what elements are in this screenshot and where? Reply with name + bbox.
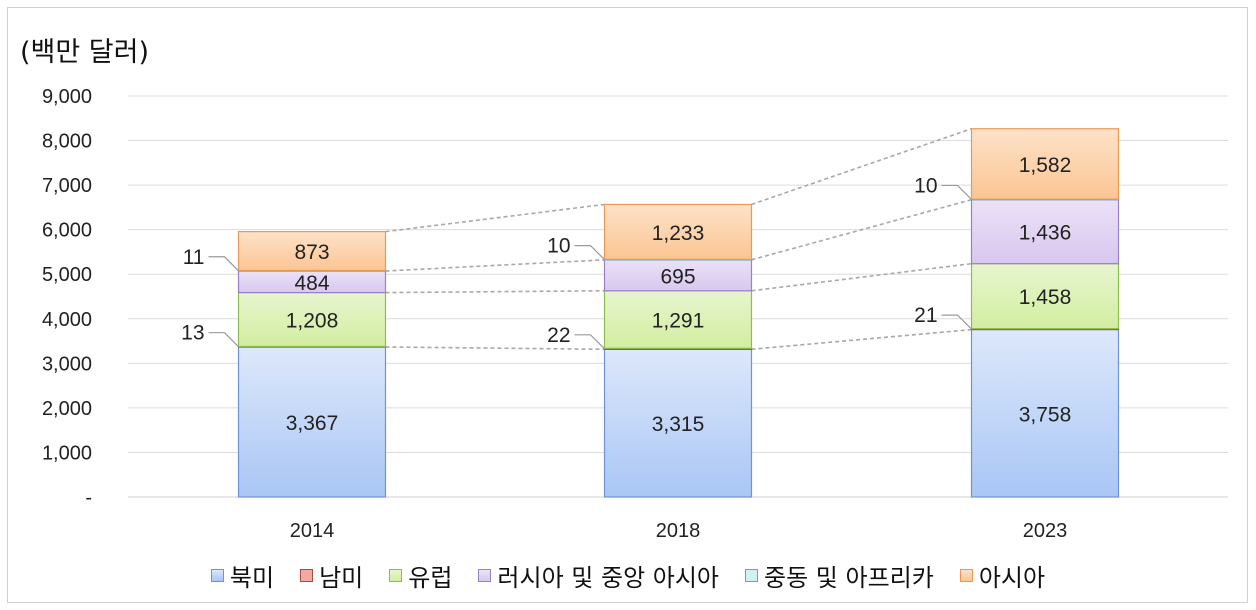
data-label: 695 [660,265,695,288]
connector-line [385,259,605,272]
legend-swatch [478,568,492,582]
legend-label: 북미 [229,563,275,592]
data-label: 21 [914,304,937,327]
legend-item: 북미 [210,558,275,593]
bar-segment-2014-5 [237,231,387,272]
leader-line [574,245,605,261]
leader-line [208,332,239,348]
data-label: 3,758 [1019,403,1072,426]
y-tick-label: 6,000 [42,220,92,242]
bar-segment-2014-2 [237,291,387,348]
legend-label: 아시아 [978,563,1046,592]
y-tick-label: 7,000 [42,175,92,197]
legend-label: 러시아 및 중앙 아시아 [497,563,720,592]
legend-swatch [959,568,973,582]
legend-item: 유럽 [389,558,452,593]
connector-line [385,203,605,233]
bar-segment-2014-0 [237,346,387,498]
data-label: 22 [547,324,570,347]
data-label: 1,582 [1019,154,1072,177]
bar-segment-2018-0 [603,348,753,498]
y-tick-label: 2,000 [42,398,92,420]
legend-swatch [300,568,314,582]
y-tick-label: - [85,487,92,509]
bar-segment-2023-2 [970,263,1120,330]
legend-item: 남미 [300,558,363,593]
data-label: 1,436 [1019,222,1072,245]
data-label: 3,315 [652,413,705,436]
legend-swatch [210,568,224,582]
y-tick-label: 1,000 [42,442,92,464]
bar-segment-2018-2 [603,290,753,349]
leader-line [208,256,239,272]
data-label: 11 [183,246,205,269]
data-label: 1,458 [1019,286,1072,309]
x-tick-label: 2023 [1023,520,1068,542]
unit-label: (백만 달러) [20,37,150,68]
data-label: 3,367 [286,412,339,435]
legend-item: 중동 및 아프리카 [745,558,934,593]
data-label: 484 [294,272,329,295]
x-tick-label: 2018 [656,520,701,542]
legend-label: 중동 및 아프리카 [764,563,934,592]
bar-segment-2023-0 [970,328,1120,498]
leader-line [574,334,605,350]
y-tick-label: 9,000 [42,86,92,108]
connector-line [751,328,972,351]
legend-label: 유럽 [408,563,453,592]
y-tick-label: 3,000 [42,353,92,375]
bar-segment-2018-5 [603,203,753,260]
bar-segment-2023-3 [970,199,1120,265]
legend-swatch [389,568,403,582]
leader-line [941,314,972,330]
x-tick-label: 2014 [290,520,335,542]
connector-line [751,198,972,261]
y-tick-label: 5,000 [42,264,92,286]
data-label: 10 [914,174,937,197]
data-label: 873 [294,241,329,264]
data-label: 1,208 [286,309,339,332]
legend-label: 남미 [319,563,364,592]
data-label: 13 [181,322,204,345]
legend: 북미 남미 유럽 러시아 및 중앙 아시아 중동 및 아프리카 아시아 [0,558,1256,592]
data-label: 1,291 [652,310,705,333]
data-label: 10 [547,235,570,258]
y-tick-label: 8,000 [42,131,92,153]
connector-line [751,262,972,292]
legend-item: 러시아 및 중앙 아시아 [478,558,719,593]
y-tick-label: 4,000 [42,309,92,331]
connector-line [751,127,972,206]
connector-line [385,289,605,294]
data-label: 1,233 [652,222,705,245]
legend-swatch [745,568,759,582]
leader-line [941,184,972,200]
connector-line [385,346,605,351]
bar-segment-2023-5 [970,128,1120,200]
legend-item: 아시아 [959,558,1046,593]
